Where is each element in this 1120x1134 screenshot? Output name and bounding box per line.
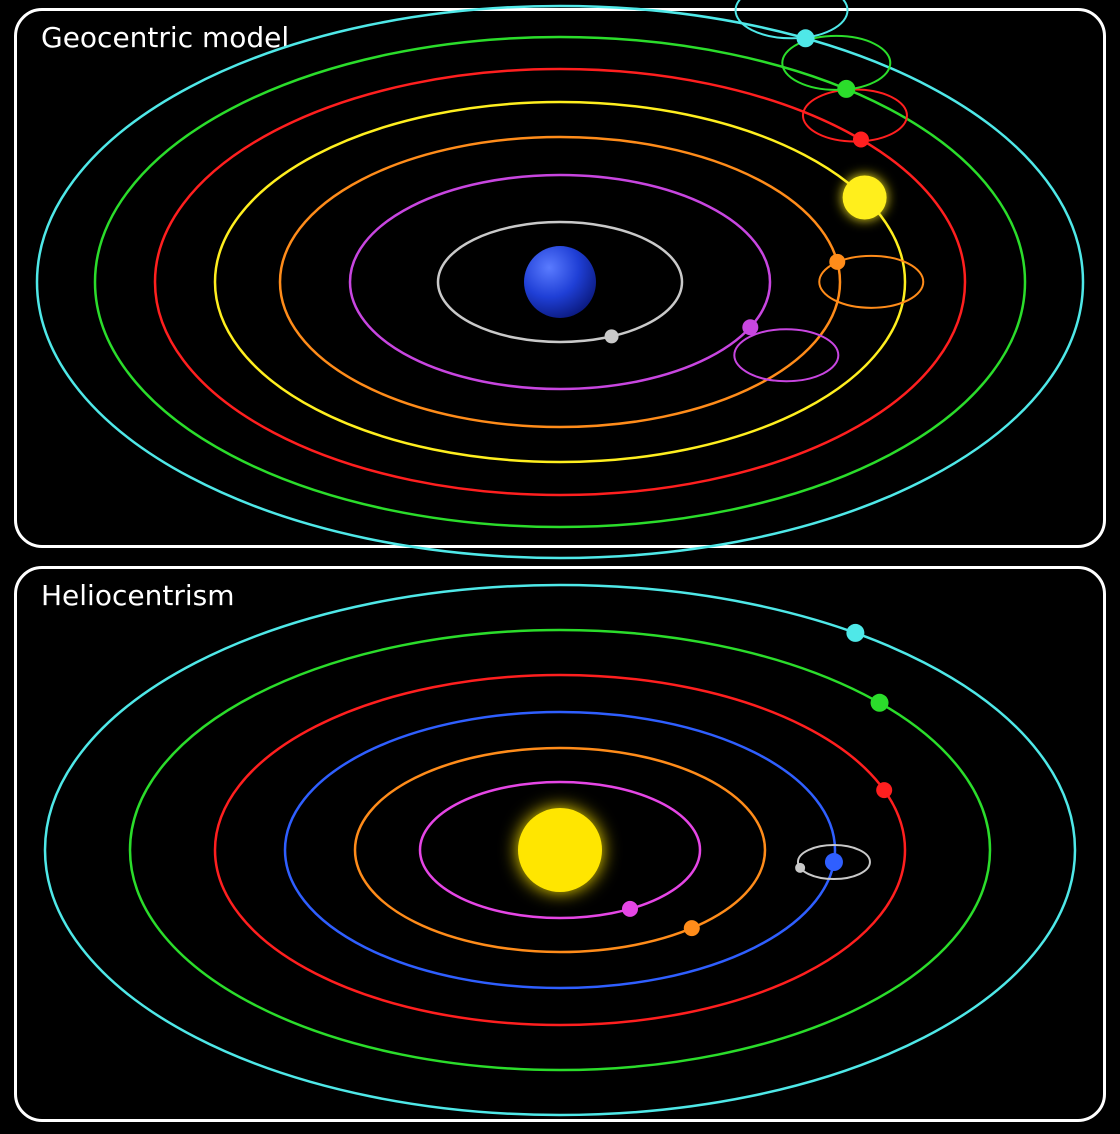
planet-venus <box>829 254 845 270</box>
geocentric-group <box>37 0 1083 558</box>
planet-mars <box>853 131 869 147</box>
planet-mercury <box>622 901 638 917</box>
planet-saturn <box>797 29 815 47</box>
diagram-svg <box>0 0 1120 1134</box>
epicycle-mercury <box>734 329 838 381</box>
epicycle-jupiter <box>782 36 890 90</box>
planet-moon <box>795 863 805 873</box>
sun-center <box>518 808 602 892</box>
planet-jupiter <box>871 694 889 712</box>
heliocentric-group <box>45 585 1075 1115</box>
earth-center <box>524 246 596 318</box>
planet-mercury <box>742 319 758 335</box>
epicycle-mars <box>803 89 907 141</box>
planet-jupiter <box>837 80 855 98</box>
planet-earth <box>825 853 843 871</box>
planet-mars <box>876 782 892 798</box>
planet-venus <box>684 920 700 936</box>
epicycle-saturn <box>736 0 848 38</box>
planet-moon <box>605 329 619 343</box>
planet-saturn <box>846 624 864 642</box>
planet-sun <box>843 175 887 219</box>
